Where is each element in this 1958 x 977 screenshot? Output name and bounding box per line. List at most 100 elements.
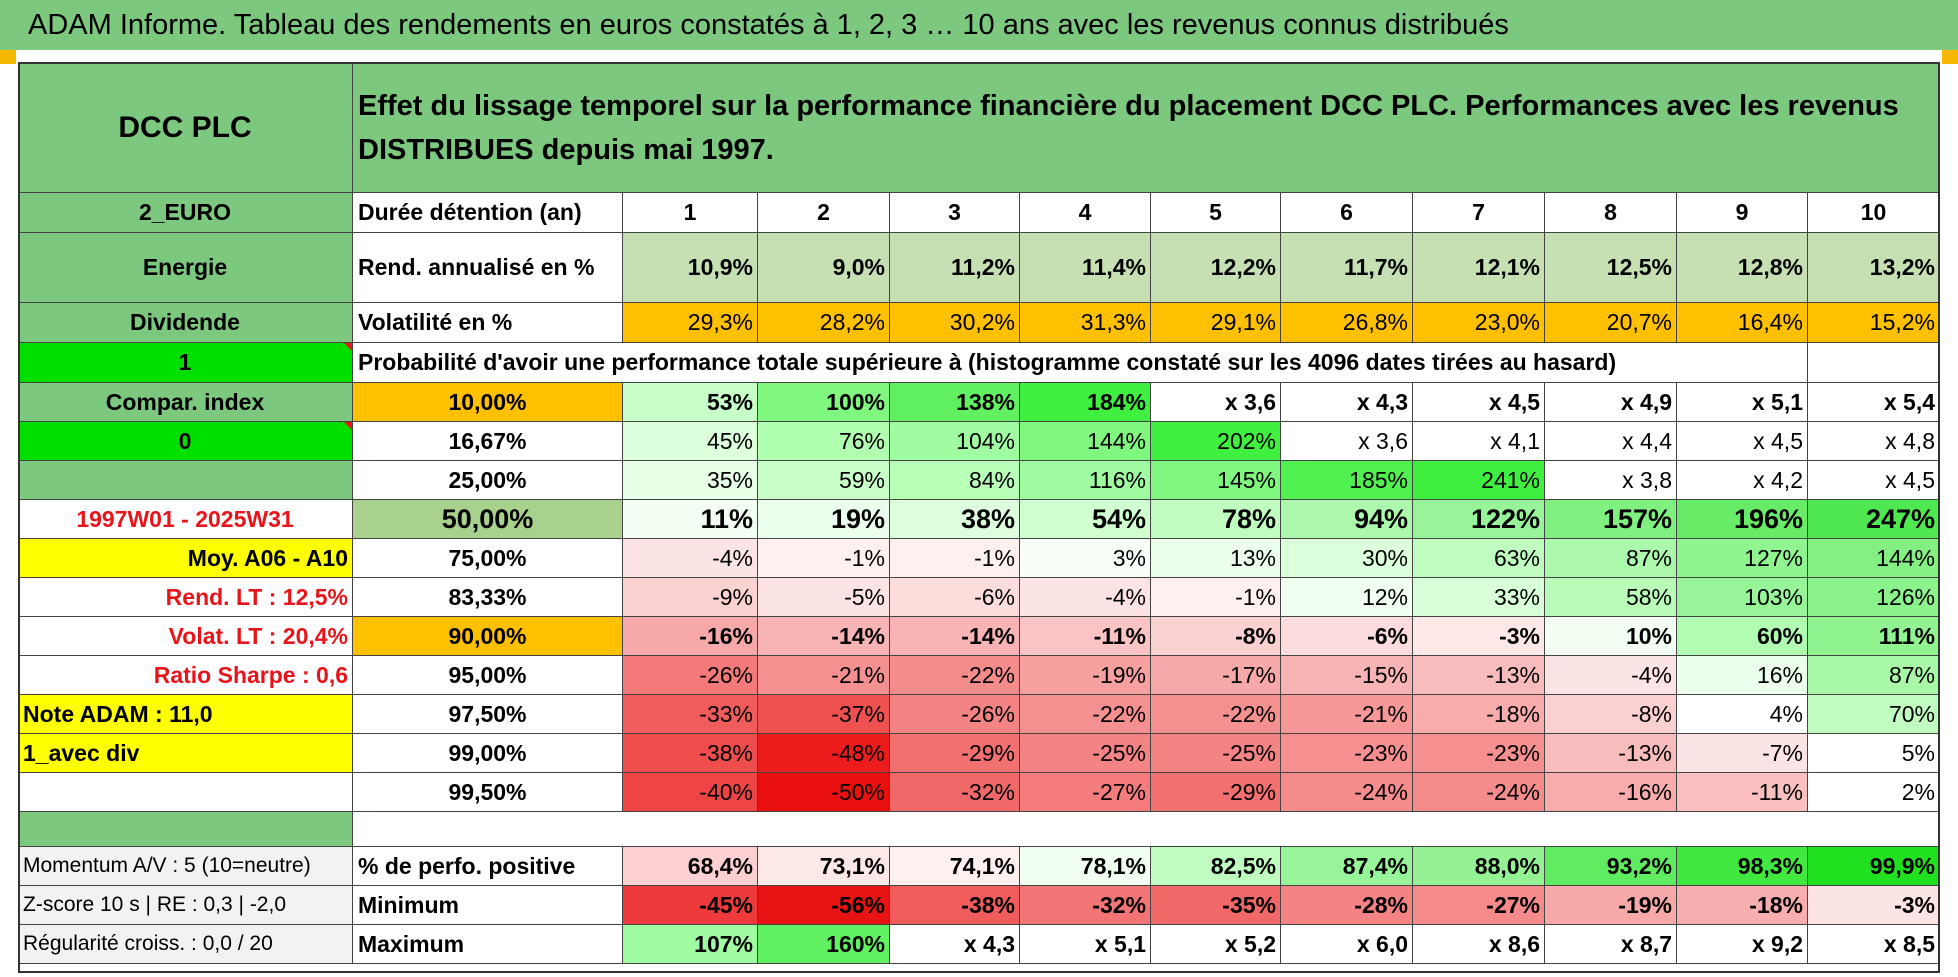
moy-label: Moy. A06 - A10: [18, 539, 353, 578]
year-header: 4: [1020, 193, 1151, 233]
performance-value: x 3,6: [1281, 422, 1413, 461]
stat-value: 82,5%: [1151, 847, 1281, 886]
performance-value: 30%: [1281, 539, 1413, 578]
stat-value: 88,0%: [1413, 847, 1545, 886]
rend-label: Rend. annualisé en %: [353, 233, 623, 303]
performance-value: -8%: [1545, 695, 1677, 734]
performance-value: -22%: [1151, 695, 1281, 734]
empty-green-cell: [18, 461, 353, 500]
volatility-value: 23,0%: [1413, 303, 1545, 343]
performance-value: -23%: [1413, 734, 1545, 773]
performance-value: -13%: [1545, 734, 1677, 773]
performance-value: -48%: [758, 734, 890, 773]
separator-green: [18, 812, 353, 847]
year-header: 9: [1677, 193, 1808, 233]
performance-value: x 4,3: [1281, 383, 1413, 422]
annualized-return-value: 9,0%: [758, 233, 890, 303]
performance-value: -1%: [890, 539, 1020, 578]
performance-value: 16%: [1677, 656, 1808, 695]
volatility-value: 26,8%: [1281, 303, 1413, 343]
performance-value: -50%: [758, 773, 890, 812]
probability-level: 97,50%: [353, 695, 623, 734]
stat-value: x 4,3: [890, 925, 1020, 964]
performance-value: 59%: [758, 461, 890, 500]
annualized-return-value: 11,2%: [890, 233, 1020, 303]
stat-value: x 8,5: [1808, 925, 1940, 964]
volatility-value: 16,4%: [1677, 303, 1808, 343]
volatility-value: 30,2%: [890, 303, 1020, 343]
performance-value: -25%: [1020, 734, 1151, 773]
performance-value: -22%: [1020, 695, 1151, 734]
note-adam-label: Note ADAM : 11,0: [18, 695, 353, 734]
performance-value: 122%: [1413, 500, 1545, 539]
regularite-label: Régularité croiss. : 0,0 / 20: [18, 925, 353, 964]
performance-value: 70%: [1808, 695, 1940, 734]
stat-label: Maximum: [353, 925, 623, 964]
stat-value: 98,3%: [1677, 847, 1808, 886]
performance-value: 144%: [1808, 539, 1940, 578]
stat-label: Minimum: [353, 886, 623, 925]
performance-value: 87%: [1808, 656, 1940, 695]
fund-name: DCC PLC: [18, 64, 353, 193]
performance-value: -40%: [623, 773, 758, 812]
performance-value: -14%: [758, 617, 890, 656]
performance-value: 76%: [758, 422, 890, 461]
performance-value: -37%: [758, 695, 890, 734]
annualized-return-value: 11,4%: [1020, 233, 1151, 303]
performance-value: 54%: [1020, 500, 1151, 539]
volatility-value: 29,1%: [1151, 303, 1281, 343]
performance-value: -4%: [623, 539, 758, 578]
performance-value: -29%: [1151, 773, 1281, 812]
performance-value: -23%: [1281, 734, 1413, 773]
probability-level: 25,00%: [353, 461, 623, 500]
income-type-label: Dividende: [18, 303, 353, 343]
performance-value: 184%: [1020, 383, 1151, 422]
performance-value: 157%: [1545, 500, 1677, 539]
stat-value: 78,1%: [1020, 847, 1151, 886]
sharpe-ratio-label: Ratio Sharpe : 0,6: [18, 656, 353, 695]
stat-value: 93,2%: [1545, 847, 1677, 886]
performance-value: -19%: [1020, 656, 1151, 695]
performance-value: -11%: [1020, 617, 1151, 656]
stat-value: -35%: [1151, 886, 1281, 925]
performance-value: 58%: [1545, 578, 1677, 617]
probability-level: 90,00%: [353, 617, 623, 656]
volat-lt-label: Volat. LT : 20,4%: [18, 617, 353, 656]
rend-lt-label: Rend. LT : 12,5%: [18, 578, 353, 617]
performance-value: 202%: [1151, 422, 1281, 461]
performance-value: -32%: [890, 773, 1020, 812]
probability-level: 75,00%: [353, 539, 623, 578]
stat-value: x 5,2: [1151, 925, 1281, 964]
performance-value: -26%: [623, 656, 758, 695]
performance-value: 33%: [1413, 578, 1545, 617]
performance-value: -24%: [1281, 773, 1413, 812]
compar-index-label: Compar. index: [18, 383, 353, 422]
stat-value: -27%: [1413, 886, 1545, 925]
performance-value: -6%: [1281, 617, 1413, 656]
year-header: 8: [1545, 193, 1677, 233]
performance-value: -33%: [623, 695, 758, 734]
year-header: 6: [1281, 193, 1413, 233]
performance-value: 60%: [1677, 617, 1808, 656]
empty-cell: [1808, 343, 1940, 383]
performance-value: 94%: [1281, 500, 1413, 539]
performance-value: x 3,6: [1151, 383, 1281, 422]
comment-flag-icon: [344, 343, 352, 351]
performance-value: x 3,8: [1545, 461, 1677, 500]
probability-level: 83,33%: [353, 578, 623, 617]
performance-value: 4%: [1677, 695, 1808, 734]
stat-value: 99,9%: [1808, 847, 1940, 886]
performance-value: -24%: [1413, 773, 1545, 812]
period-range: 1997W01 - 2025W31: [18, 500, 353, 539]
performance-value: -27%: [1020, 773, 1151, 812]
report-title-banner: ADAM Informe. Tableau des rendements en …: [0, 0, 1958, 50]
empty-cell: [18, 773, 353, 812]
annualized-return-value: 10,9%: [623, 233, 758, 303]
performance-value: -13%: [1413, 656, 1545, 695]
stat-value: x 5,1: [1020, 925, 1151, 964]
performance-value: 104%: [890, 422, 1020, 461]
performance-value: 63%: [1413, 539, 1545, 578]
performance-value: 103%: [1677, 578, 1808, 617]
volatility-value: 28,2%: [758, 303, 890, 343]
volatility-value: 29,3%: [623, 303, 758, 343]
